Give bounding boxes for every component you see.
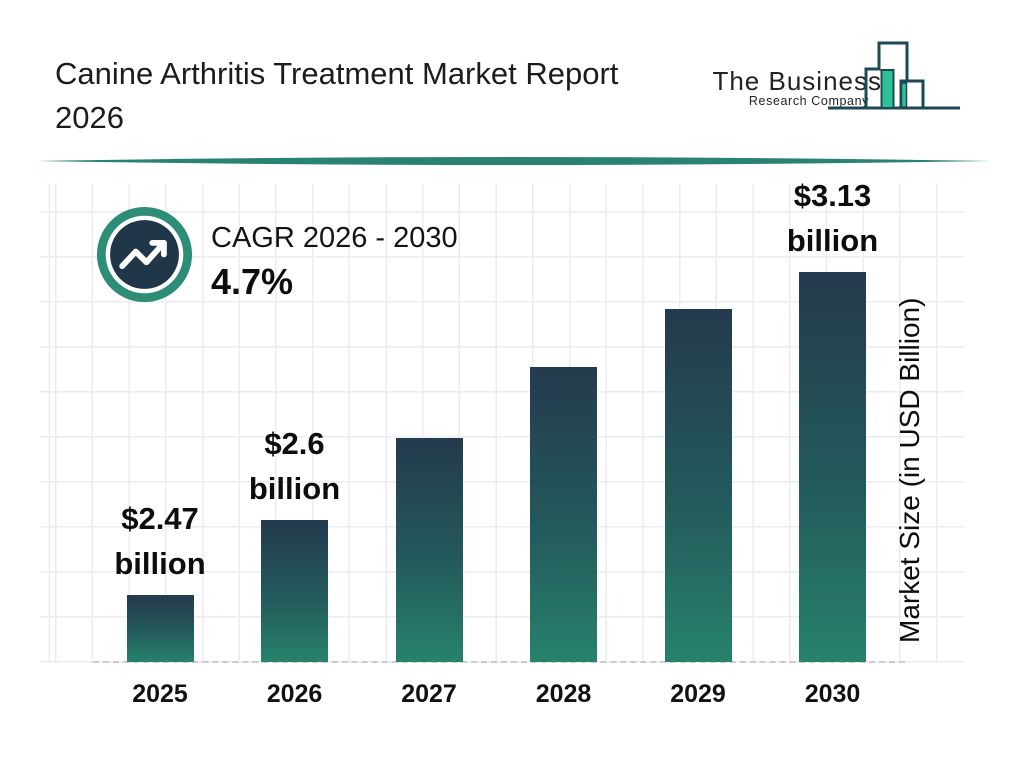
bar-value-line: billion xyxy=(114,546,206,581)
page-title-line2: 2026 xyxy=(55,100,124,135)
x-axis-label-2025: 2025 xyxy=(132,680,188,708)
x-axis-label-2029: 2029 xyxy=(670,680,726,708)
x-axis-label-2027: 2027 xyxy=(401,680,457,708)
x-axis-label-2028: 2028 xyxy=(535,680,592,708)
bar-2029 xyxy=(664,309,732,662)
cagr-badge xyxy=(96,206,193,303)
y-axis-title: Market Size (in USD Billion) xyxy=(894,297,925,643)
bar-value-line: billion xyxy=(248,471,341,506)
bar-2030 xyxy=(799,272,866,662)
bar-2026 xyxy=(261,520,328,662)
page-title-line1: Canine Arthritis Treatment Market Report xyxy=(55,56,619,91)
bar-2025 xyxy=(126,595,194,662)
bar-2027 xyxy=(395,438,463,662)
bar-value-label-2026: $2.6 billion xyxy=(249,421,340,511)
x-axis-label-2026: 2026 xyxy=(266,680,323,708)
bar-value-label-2025: $2.47 billion xyxy=(114,496,205,586)
trending-up-icon xyxy=(119,239,167,270)
bar-value-line: billion xyxy=(786,223,879,258)
section-divider xyxy=(36,157,991,165)
cagr-value: 4.7% xyxy=(211,261,294,302)
bar-2028 xyxy=(530,367,597,662)
company-name: The Business xyxy=(712,66,882,96)
x-axis-label-2030: 2030 xyxy=(804,680,861,708)
bar-chart-logo-icon xyxy=(828,41,960,110)
page-title: Canine Arthritis Treatment Market Report… xyxy=(55,52,735,140)
x-axis-baseline xyxy=(93,661,905,663)
bar-value-line: $2.47 xyxy=(121,501,199,536)
bar-value-label-2030: $3.13 billion xyxy=(787,173,878,263)
company-name-sub: Research Company xyxy=(748,94,869,108)
bar-value-line: $2.6 xyxy=(264,426,325,461)
company-logo-text: The Business Research Company xyxy=(712,68,882,109)
cagr-period-label: CAGR 2026 - 2030 xyxy=(211,222,458,254)
bar-value-line: $3.13 xyxy=(793,178,872,213)
